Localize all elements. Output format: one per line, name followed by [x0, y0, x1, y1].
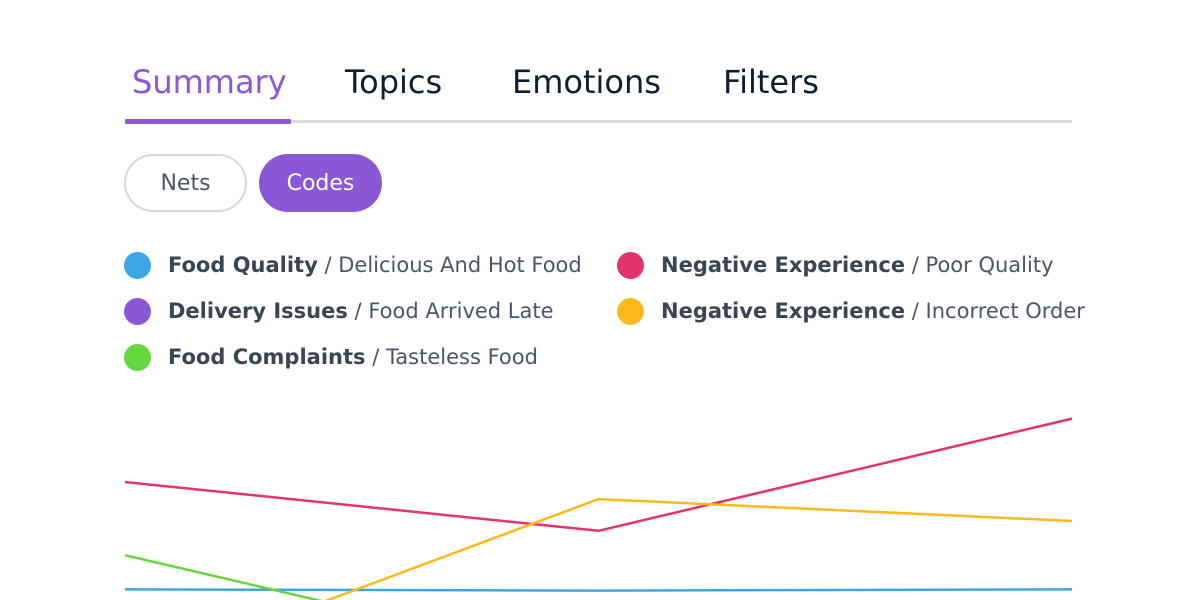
tab-bar: Summary Topics Emotions Filters [125, 58, 1072, 124]
legend-dot [617, 251, 644, 279]
legend-label: Negative Experience / Incorrect Order [661, 299, 1085, 323]
series-line [124, 553, 323, 600]
legend-dot [124, 297, 151, 325]
tab-filters[interactable]: Filters [723, 63, 819, 101]
legend-label: Food Quality / Delicious And Hot Food [168, 253, 582, 277]
nets-toggle-button[interactable]: Nets [124, 154, 247, 212]
legend-label: Delivery Issues / Food Arrived Late [168, 299, 554, 323]
legend-dot [124, 251, 151, 279]
legend-item[interactable]: Negative Experience / Incorrect Order [617, 296, 1085, 326]
legend-dot [617, 297, 644, 325]
tab-active-indicator [125, 119, 291, 124]
tab-track [125, 120, 1072, 123]
tab-emotions[interactable]: Emotions [512, 63, 661, 101]
legend-item[interactable]: Delivery Issues / Food Arrived Late [124, 296, 554, 326]
legend-item[interactable]: Food Quality / Delicious And Hot Food [124, 250, 582, 280]
series-line [324, 497, 1073, 600]
legend-dot [124, 343, 151, 371]
legend-item[interactable]: Negative Experience / Poor Quality [617, 250, 1054, 280]
series-line [124, 417, 1073, 533]
legend-label: Negative Experience / Poor Quality [661, 253, 1054, 277]
tab-topics[interactable]: Topics [345, 63, 443, 101]
codes-toggle-button[interactable]: Codes [259, 154, 382, 212]
legend-label: Food Complaints / Tasteless Food [168, 345, 538, 369]
legend-item[interactable]: Food Complaints / Tasteless Food [124, 342, 538, 372]
tab-summary[interactable]: Summary [132, 63, 287, 101]
series-line [124, 588, 1073, 592]
